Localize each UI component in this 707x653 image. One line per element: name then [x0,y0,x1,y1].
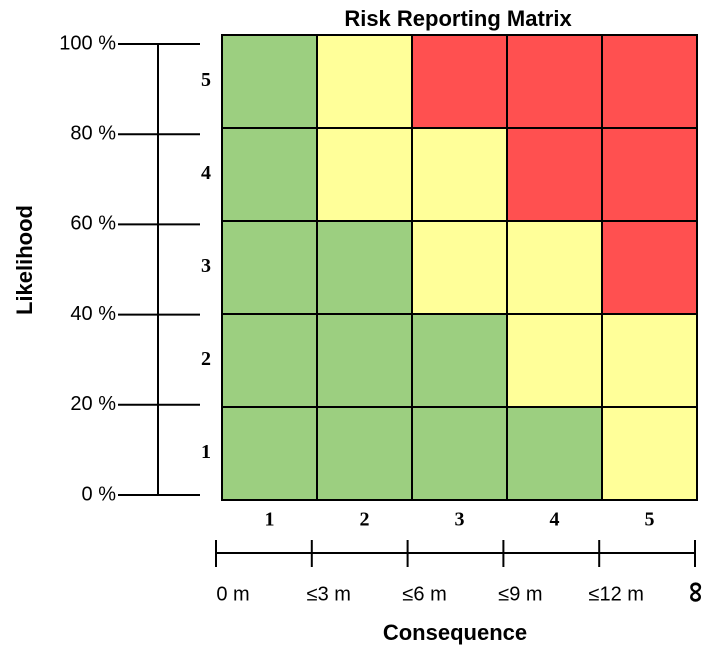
matrix-cell [506,313,603,408]
matrix-cell [316,406,413,501]
row-label: 5 [201,69,211,91]
matrix-cell [411,127,508,222]
x-tick-label: ∞ [680,581,707,602]
title: Risk Reporting Matrix [344,6,572,31]
x-tick-label: 0 m [216,583,249,605]
x-tick-label: ≤9 m [498,583,542,605]
matrix-cell [411,34,508,129]
column-label: 5 [645,509,655,531]
matrix-cell [221,313,318,408]
matrix-cell [411,406,508,501]
row-label: 3 [201,255,211,277]
y-tick-label: 80 % [70,122,116,144]
y-tick-label: 20 % [70,393,116,415]
matrix-cell [411,313,508,408]
matrix-cell [601,127,698,222]
x-axis-label: Consequence [383,620,527,645]
matrix-cell [316,127,413,222]
y-axis-label: Likelihood [12,205,37,315]
matrix-cell [316,34,413,129]
column-label: 2 [360,509,370,531]
matrix-cell [221,127,318,222]
y-tick-label: 40 % [70,303,116,325]
matrix-cell [221,406,318,501]
matrix-cell [506,406,603,501]
row-label: 4 [201,162,211,184]
column-label: 4 [550,509,560,531]
matrix-cell [316,220,413,315]
matrix-cell [221,220,318,315]
matrix-cell [601,406,698,501]
y-tick-label: 60 % [70,213,116,235]
matrix-cell [506,220,603,315]
matrix-cell [411,220,508,315]
y-tick-label: 0 % [82,483,117,505]
column-label: 3 [455,509,465,531]
matrix-cell [601,34,698,129]
matrix-cell [601,313,698,408]
y-tick-label: 100 % [59,32,116,54]
matrix-cell [601,220,698,315]
x-tick-label: ≤12 m [588,583,643,605]
matrix-cell [221,34,318,129]
row-label: 2 [201,348,211,370]
column-label: 1 [265,509,275,531]
row-label: 1 [201,441,211,463]
matrix-cell [506,34,603,129]
x-tick-label: ≤6 m [402,583,446,605]
matrix-cell [506,127,603,222]
matrix-cell [316,313,413,408]
x-tick-label: ≤3 m [307,583,351,605]
